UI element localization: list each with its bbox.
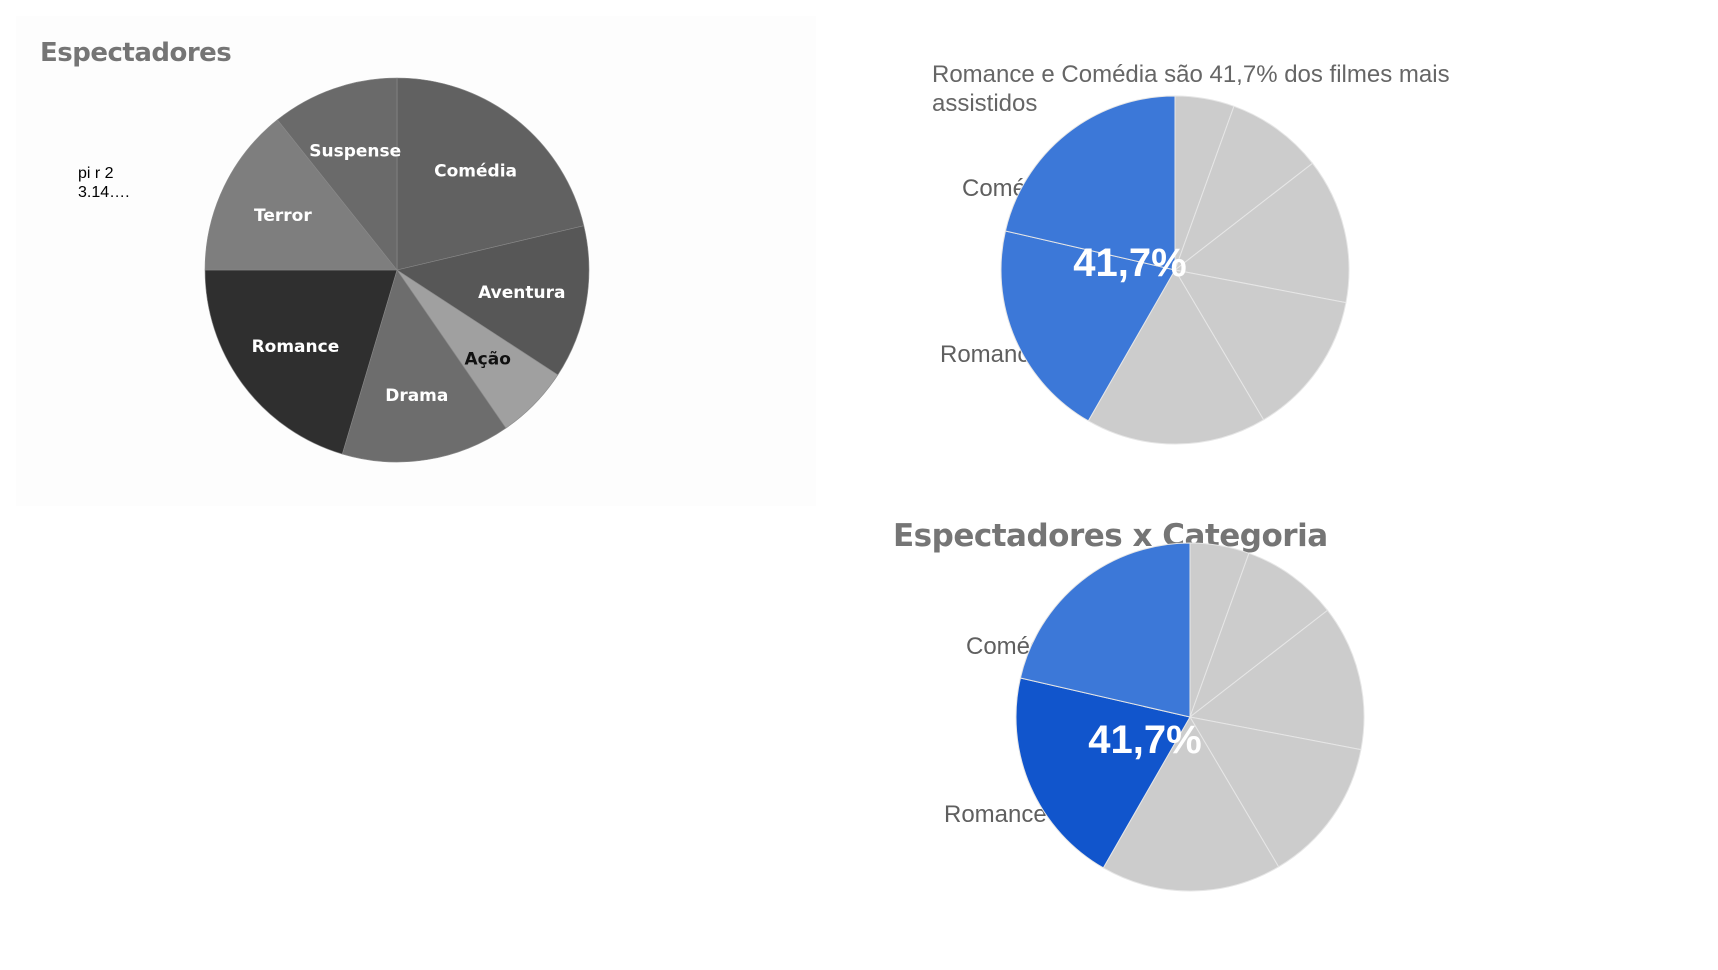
pie-slice-aventura (396, 225, 590, 376)
right-top-subtitle: Romance e Comédia são 41,7% dos filmes m… (932, 61, 1450, 117)
pie-slice-other-3 (1174, 269, 1347, 421)
slice-label-suspense: Suspense (309, 141, 401, 161)
pie-slice-comedia (1004, 95, 1176, 271)
left-chart-title: Espectadores (40, 38, 232, 68)
note-line-1: pi r 2 (78, 165, 114, 182)
pie-chart-highlight-top (1000, 95, 1350, 445)
pie-slice-comedia (1019, 542, 1191, 718)
pie-slice-suspense (276, 77, 398, 271)
slice-label-drama: Drama (385, 386, 448, 406)
right-top-percent-label: 41,7% (1073, 241, 1186, 285)
pie-slice-other-1 (1173, 105, 1314, 272)
pie-slice-other-4 (1087, 269, 1265, 445)
pie-slice-romance (1000, 230, 1176, 422)
pie-slice-romance (1015, 677, 1191, 869)
pie-slice-other-4 (1102, 716, 1280, 892)
pie-slice-other-3 (1189, 716, 1362, 868)
pie-slice-terror (204, 119, 398, 271)
pie-chart-espectadores: Comédia Aventura Ação Drama Romance Terror Sus… (204, 77, 590, 463)
slice-label-aventura: Aventura (478, 283, 565, 303)
right-bottom-percent-label: 41,7% (1088, 718, 1201, 762)
pie-slice-other-2 (1173, 162, 1350, 304)
right-bottom-title: Espectadores x Categoria (893, 518, 1328, 554)
pie-chart-highlight-bottom (1015, 542, 1365, 892)
pie-slice-drama (341, 269, 507, 463)
pie-slice-comedia (396, 77, 585, 271)
slice-label-terror: Terror (254, 206, 312, 226)
pie-slice-other-1 (1188, 552, 1329, 719)
note-text: pi r 2 3.14…. (78, 164, 130, 202)
slice-label-acao: Ação (465, 350, 511, 370)
slice-label-romance: Romance (252, 337, 340, 357)
pie-slice-other-2 (1188, 609, 1365, 751)
right-bottom-label-romance: Romance (944, 801, 1047, 828)
note-line-2: 3.14…. (78, 184, 130, 201)
slice-label-comedia: Comédia (434, 162, 517, 182)
pie-slice-romance (204, 269, 398, 455)
